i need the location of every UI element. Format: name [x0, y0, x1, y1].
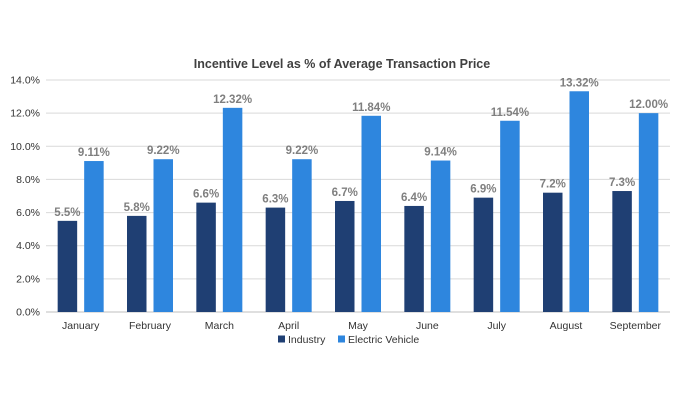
industry-bar	[404, 205, 424, 312]
gridlines	[46, 79, 670, 313]
industry-bar	[57, 220, 78, 312]
x-category-label: August	[550, 320, 583, 332]
x-category-label: February	[129, 320, 172, 332]
y-axis-tick-labels: 0.0% 2.0% 4.0% 6.0% 8.0% 10.0% 12.0% 14.0%	[10, 75, 40, 319]
legend-swatch-ev	[338, 335, 345, 343]
data-label: 5.8%	[124, 202, 150, 214]
ev-bar	[430, 160, 451, 312]
data-label: 6.4%	[401, 192, 427, 204]
y-tick-label: 0.0%	[16, 307, 40, 319]
x-category-label: September	[610, 320, 662, 332]
data-labels: 5.5% 9.11% 5.8% 9.22% 6.6% 12.32% 6.3% 9.22% 6.7…	[54, 77, 668, 219]
ev-bar	[500, 120, 520, 312]
data-label: 9.22%	[286, 145, 319, 157]
legend: Industry Electric Vehicle	[278, 334, 419, 346]
legend-label: Electric Vehicle	[348, 334, 419, 346]
y-tick-label: 2.0%	[16, 273, 40, 285]
industry-bar	[612, 191, 632, 312]
y-tick-label: 6.0%	[16, 207, 40, 219]
y-tick-label: 12.0%	[10, 108, 40, 120]
data-label: 7.3%	[609, 177, 635, 189]
data-label: 6.9%	[470, 184, 496, 196]
data-label: 6.3%	[262, 194, 288, 206]
ev-bar	[222, 107, 243, 312]
ev-bar	[638, 113, 659, 313]
data-label: 12.00%	[629, 99, 668, 111]
industry-bar	[265, 207, 286, 312]
industry-bar	[127, 215, 147, 312]
x-category-label: July	[487, 320, 506, 332]
data-label: 9.14%	[424, 147, 457, 159]
x-axis-category-labels: January February March April May June July Augu…	[62, 320, 662, 332]
data-label: 6.6%	[193, 189, 219, 201]
data-label: 7.2%	[540, 179, 566, 191]
ev-bar	[153, 159, 173, 312]
data-label: 13.32%	[560, 77, 599, 89]
y-tick-label: 4.0%	[16, 240, 40, 252]
ev-bar	[361, 115, 381, 313]
data-label: 9.22%	[147, 145, 180, 157]
x-category-label: January	[62, 320, 100, 332]
y-tick-label: 14.0%	[10, 75, 40, 87]
x-category-label: May	[348, 320, 369, 332]
legend-swatch-industry	[278, 335, 285, 343]
ev-bar	[84, 161, 104, 312]
industry-bar	[196, 202, 216, 312]
industry-bar	[335, 200, 355, 312]
bars	[57, 91, 659, 313]
industry-bar	[543, 192, 563, 312]
data-label: 11.84%	[352, 102, 390, 114]
x-category-label: March	[205, 320, 234, 332]
data-label: 5.5%	[54, 207, 80, 219]
data-label: 11.54%	[491, 107, 529, 119]
industry-bar	[473, 197, 494, 312]
data-label: 6.7%	[332, 187, 358, 199]
legend-label: Industry	[288, 334, 326, 346]
data-label: 9.11%	[78, 147, 110, 159]
data-label: 12.32%	[213, 94, 252, 106]
x-category-label: June	[416, 320, 439, 332]
chart-title: Incentive Level as % of Average Transact…	[194, 57, 490, 71]
ev-bar	[569, 91, 589, 312]
y-tick-label: 10.0%	[10, 141, 40, 153]
x-category-label: April	[278, 320, 299, 332]
ev-bar	[292, 159, 312, 312]
y-tick-label: 8.0%	[16, 174, 40, 186]
